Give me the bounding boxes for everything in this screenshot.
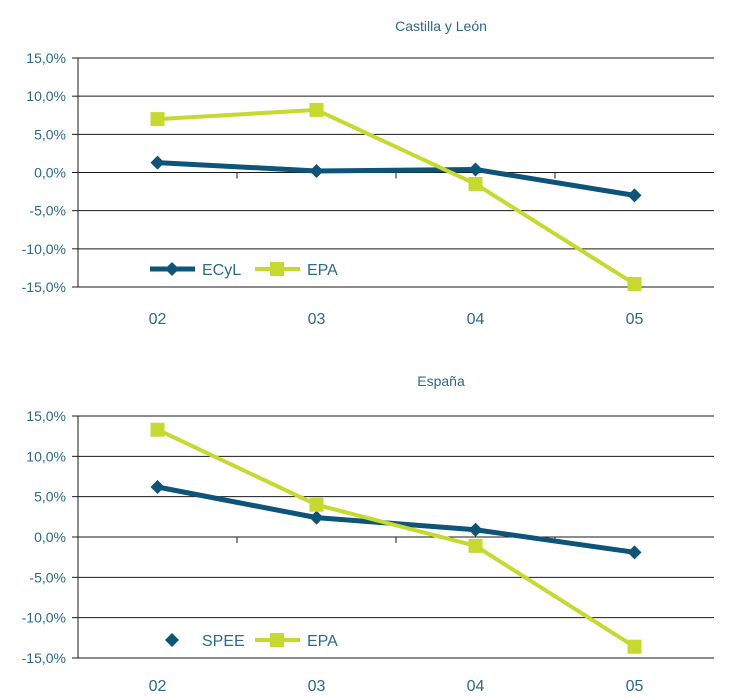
series-line-ecyl	[157, 160, 635, 198]
y-tick-label: 5,0%	[34, 489, 66, 505]
chart-1: Castilla y León 15,0% 10,0% 5,0% 0,0% -5,0% -1…	[22, 18, 714, 328]
y-tick-label: -15,0%	[22, 650, 66, 666]
data-point-epa	[150, 422, 165, 437]
data-point-spee	[627, 545, 642, 560]
data-point-epa	[150, 112, 165, 127]
legend-marker	[165, 262, 179, 276]
x-tick-label: 02	[149, 311, 167, 328]
y-tick-label: -5,0%	[29, 569, 66, 585]
series-line-epa	[156, 427, 636, 649]
x-tick-label: 05	[626, 311, 644, 328]
legend-label: SPEE	[202, 633, 245, 650]
x-tick-label: 04	[467, 678, 485, 693]
legend-marker	[165, 633, 179, 647]
data-point-epa	[627, 276, 642, 291]
data-point-epa	[627, 639, 642, 654]
y-tick-label: 5,0%	[34, 126, 66, 142]
x-tick-label: 03	[308, 678, 326, 693]
data-point-epa	[468, 538, 483, 553]
y-tick-label: 10,0%	[26, 88, 66, 104]
y-tick-label: 15,0%	[26, 50, 66, 66]
y-tick-label: 10,0%	[26, 448, 66, 464]
data-point-spee	[150, 479, 165, 494]
series-line-epa	[157, 107, 636, 286]
legend-marker	[270, 262, 284, 276]
y-tick-label: -10,0%	[22, 241, 66, 257]
data-point-ecyl	[150, 155, 165, 170]
legend-label: ECyL	[202, 262, 241, 279]
data-point-ecyl	[627, 188, 642, 203]
y-tick-label: 0,0%	[34, 529, 66, 545]
data-point-epa	[468, 176, 483, 191]
legend-item-ecyl: ECyL	[150, 262, 241, 279]
y-tick-label: 15,0%	[26, 408, 66, 424]
data-point-ecyl	[309, 163, 324, 178]
legend-item-spee: SPEE	[165, 633, 245, 650]
y-tick-label: -5,0%	[29, 203, 66, 219]
x-tick-label: 04	[467, 311, 485, 328]
x-tick-label: 03	[308, 311, 326, 328]
y-tick-label: -15,0%	[22, 279, 66, 295]
y-tick-label: 0,0%	[34, 165, 66, 181]
data-point-spee	[309, 510, 324, 525]
x-tick-label: 05	[626, 678, 644, 693]
data-point-spee	[468, 522, 483, 537]
chart-title: España	[417, 373, 465, 389]
legend-label: EPA	[307, 262, 338, 279]
legend-marker	[270, 633, 284, 647]
legend-label: EPA	[307, 633, 338, 650]
legend-item-epa: EPA	[255, 262, 338, 279]
chart-2: España 15,0% 10,0% 5,0% 0,0% -5,0% -10,0% -15,0…	[22, 373, 714, 695]
x-tick-label: 02	[149, 678, 167, 693]
data-point-ecyl	[468, 162, 483, 177]
data-point-epa	[309, 102, 324, 117]
y-tick-label: -10,0%	[22, 610, 66, 626]
chart-title: Castilla y León	[395, 18, 487, 34]
legend-item-epa: EPA	[255, 633, 338, 650]
data-point-epa	[309, 497, 324, 512]
